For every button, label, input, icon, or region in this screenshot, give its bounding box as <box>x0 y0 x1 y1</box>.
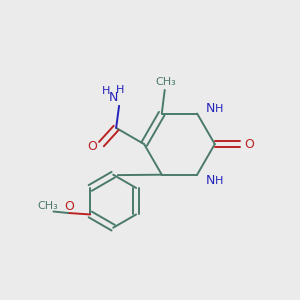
Text: O: O <box>244 138 254 151</box>
Text: H: H <box>102 86 110 96</box>
Text: CH₃: CH₃ <box>37 201 58 211</box>
Text: CH₃: CH₃ <box>155 77 176 87</box>
Text: O: O <box>87 140 97 153</box>
Text: H: H <box>215 104 224 114</box>
Text: N: N <box>109 91 118 104</box>
Text: N: N <box>206 173 215 187</box>
Text: N: N <box>206 102 215 115</box>
Text: H: H <box>116 85 125 95</box>
Text: H: H <box>215 176 224 186</box>
Text: O: O <box>64 200 74 213</box>
